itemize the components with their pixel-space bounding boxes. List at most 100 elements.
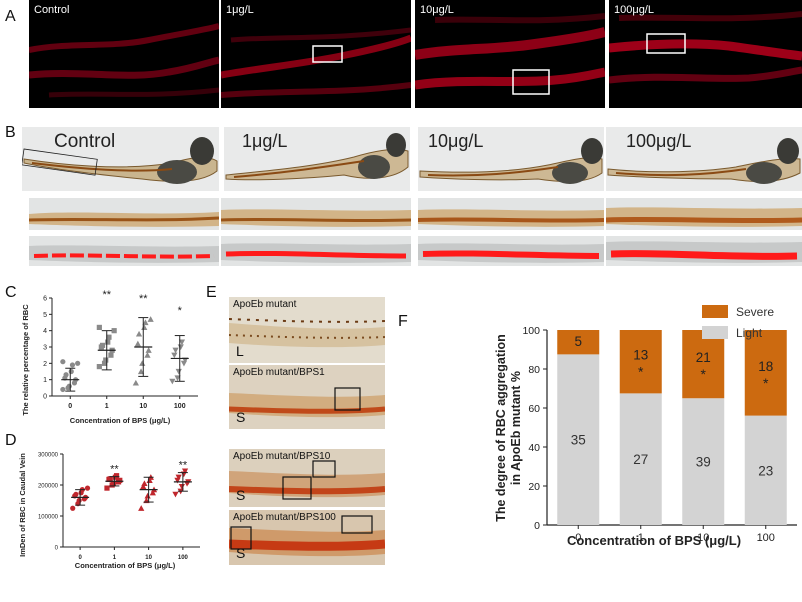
legend-swatch	[702, 326, 728, 339]
data-point	[138, 505, 145, 511]
significance-label: *	[178, 305, 183, 317]
panel-a-label-10ug: 10μg/L	[420, 4, 454, 16]
y-tick-label: 60	[528, 403, 540, 415]
panel-a-label-100ug: 100μg/L	[614, 4, 654, 16]
larva-image-10ug: 10μg/L	[418, 127, 604, 191]
larva-drawing	[22, 137, 218, 184]
y-tick-label: 200000	[38, 484, 59, 490]
data-point	[101, 360, 108, 366]
panel-b-label-control: Control	[54, 131, 116, 152]
y-tick-label: 20	[528, 481, 540, 493]
significance-label: *	[701, 366, 707, 382]
bar-severe-label: 13	[633, 348, 648, 363]
significance-label: **	[139, 293, 148, 305]
x-tick-label: 10	[697, 532, 709, 544]
panel-label-a: A	[5, 8, 16, 25]
data-point	[178, 339, 186, 346]
panel-label-b: B	[5, 124, 16, 141]
data-point	[144, 492, 151, 499]
data-point	[169, 378, 176, 385]
larva-drawing	[225, 133, 409, 181]
bar-light-label: 27	[633, 452, 648, 467]
data-point	[142, 319, 149, 326]
bar-severe	[557, 330, 600, 355]
chart-c-ylabel: The relative percentage of RBC	[21, 304, 30, 416]
panel-label-d: D	[5, 432, 17, 449]
significance-label: **	[179, 460, 188, 472]
data-point	[140, 483, 147, 490]
data-point	[172, 347, 179, 354]
chart-c-xlabel: Concentration of BPS (μg/L)	[70, 416, 171, 425]
data-point	[134, 340, 141, 347]
data-point	[180, 360, 188, 367]
tail-strip-100ug	[606, 198, 802, 230]
fluorescence-image-1ug: 1μg/L	[221, 0, 411, 108]
data-point	[171, 352, 178, 359]
y-tick-label: 6	[43, 296, 47, 303]
bar-light	[557, 354, 600, 525]
data-point	[139, 360, 146, 366]
data-point	[111, 328, 117, 334]
y-tick-label: 100000	[38, 515, 59, 521]
roi-box	[312, 45, 343, 63]
data-point	[147, 316, 154, 322]
data-point	[146, 477, 153, 483]
roi-box	[341, 515, 373, 534]
panel-e-grade-mutant: L	[236, 343, 244, 359]
bar-severe-label: 18	[758, 359, 773, 374]
panel-a-label-control: Control	[34, 4, 70, 16]
x-tick-label: 100	[757, 532, 775, 544]
panel-b-label-10ug: 10μg/L	[428, 131, 484, 151]
x-tick-label: 10	[139, 403, 147, 410]
chart-d-xlabel: Concentration of BPS (μg/L)	[75, 561, 176, 570]
data-point	[75, 360, 81, 366]
data-point	[68, 368, 74, 375]
bar-light-label: 39	[696, 455, 711, 470]
data-point	[110, 480, 116, 487]
y-tick-label: 1	[43, 377, 47, 384]
roi-box	[334, 387, 361, 411]
data-point	[177, 344, 184, 351]
tail-strip-10ug	[418, 198, 604, 230]
highlight-strip-1ug	[221, 236, 411, 266]
chart-d-ylabel: ImDen of RBC in Caudal Vein	[18, 453, 27, 557]
x-tick-label: 100	[174, 403, 186, 410]
y-tick-label: 2	[43, 361, 47, 368]
x-tick-label: 1	[113, 555, 117, 561]
bar-severe	[744, 330, 787, 416]
larva-drawing	[607, 138, 801, 184]
y-tick-label: 3	[43, 345, 47, 352]
y-tick-label: 40	[528, 442, 540, 454]
panel-e-grade-bps10: S	[236, 487, 246, 503]
x-tick-label: 0	[68, 403, 72, 410]
tail-strip-control	[29, 198, 219, 230]
roi-box	[646, 33, 686, 54]
data-point	[107, 476, 113, 482]
data-point	[178, 483, 185, 490]
highlight-strip-10ug	[418, 236, 604, 266]
data-point	[141, 324, 148, 330]
fluorescence-image-100ug: 100μg/L	[609, 0, 802, 108]
roi-box	[22, 148, 98, 176]
data-point	[135, 330, 143, 337]
data-point	[141, 480, 148, 487]
panel-e-label-bps1: ApoEb mutant/BPS1	[233, 367, 325, 378]
panel-b-label-1ug: 1μg/L	[242, 131, 288, 151]
fluorescence-vessels	[29, 23, 219, 98]
data-point	[69, 362, 76, 368]
tail-strip-1ug	[221, 198, 411, 230]
larva-drawing	[419, 138, 603, 184]
y-tick-label: 5	[43, 312, 47, 319]
data-point	[113, 473, 120, 479]
bar-light	[619, 393, 662, 525]
bar-light-label: 23	[758, 463, 773, 478]
panel-e-grade-bps100: S	[236, 545, 246, 561]
fluorescence-vessels	[221, 27, 411, 98]
data-point	[137, 368, 145, 375]
roi-box	[312, 460, 336, 478]
data-point	[144, 352, 151, 358]
bar-severe	[619, 330, 662, 394]
chart-d: ImDen of RBC in Caudal Vein Concentratio…	[18, 453, 200, 570]
data-point	[70, 505, 76, 511]
y-tick-label: 0	[534, 520, 540, 532]
